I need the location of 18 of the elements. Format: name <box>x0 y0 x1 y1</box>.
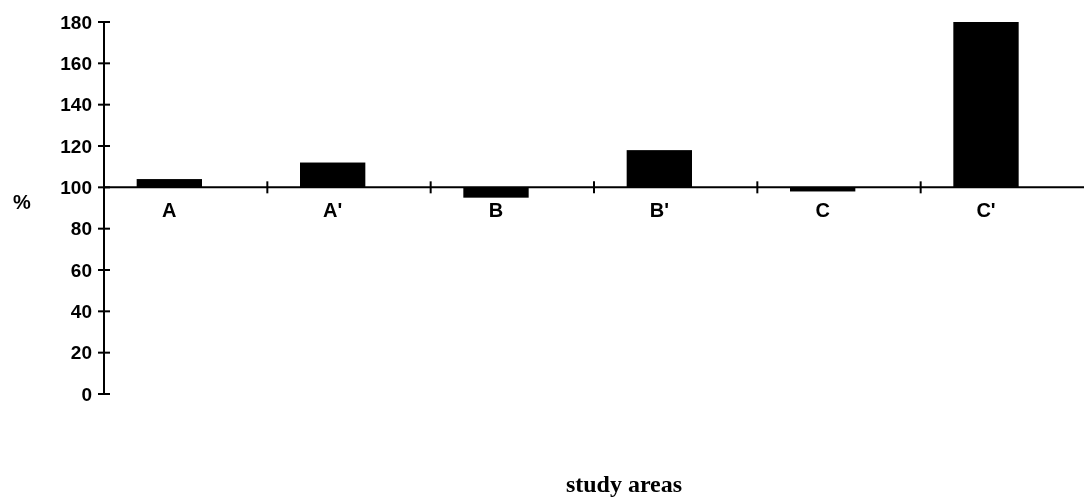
y-tick-label: 0 <box>81 383 92 405</box>
x-tick-label: C <box>815 199 830 222</box>
y-tick-label: 180 <box>60 11 92 33</box>
y-axis-title: % <box>13 191 32 214</box>
x-tick-label: A' <box>323 199 343 222</box>
y-tick-label: 20 <box>70 342 92 364</box>
y-tick-label: 40 <box>70 300 92 322</box>
y-tick-label: 100 <box>60 176 92 198</box>
y-tick-label: 80 <box>70 218 92 240</box>
y-tick-label: 160 <box>60 52 92 74</box>
y-tick-label: 120 <box>60 135 92 157</box>
y-tick-label: 140 <box>60 94 92 116</box>
x-axis-title: study areas <box>565 471 683 497</box>
y-tick-label: 60 <box>70 259 92 281</box>
x-tick-label: A <box>162 199 177 222</box>
x-tick-label: C' <box>976 199 996 222</box>
x-tick-label: B <box>488 199 504 222</box>
x-tick-label: B' <box>649 199 669 222</box>
